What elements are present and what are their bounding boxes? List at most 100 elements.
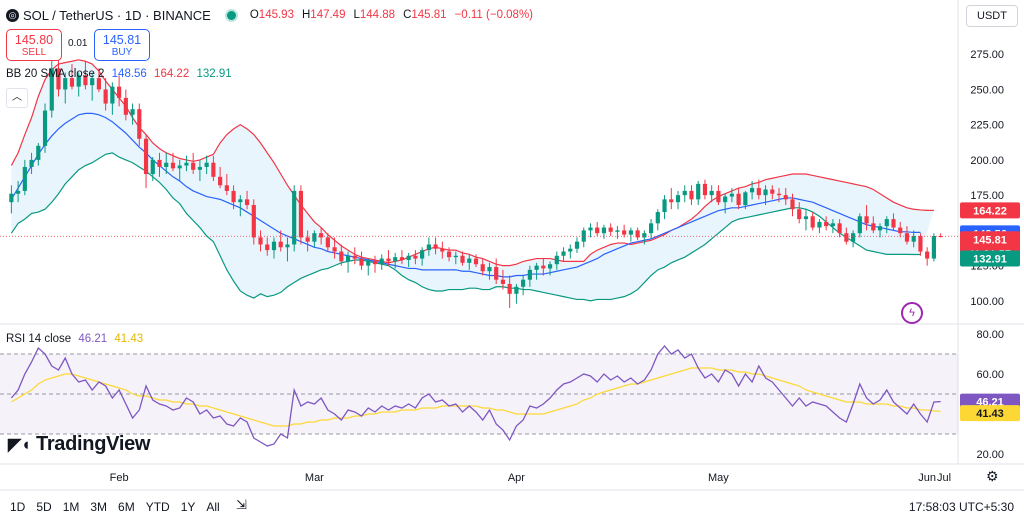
candle-body (810, 216, 815, 228)
buy-price: 145.81 (102, 32, 142, 47)
candle-body (736, 193, 741, 206)
rsi-tick-label: 20.00 (976, 449, 1004, 461)
candle-body (90, 78, 95, 86)
candle-body (561, 251, 566, 256)
gear-icon[interactable]: ⚙ (986, 468, 999, 484)
candle-body (420, 250, 425, 259)
candle-body (851, 233, 856, 242)
timeframe-1d[interactable]: 1D (10, 500, 26, 514)
candle-body (467, 258, 472, 263)
timeframe-all[interactable]: All (206, 500, 220, 514)
chart-header: ◎ SOL / TetherUS · 1D · BINANCE O145.93 … (6, 6, 541, 24)
timeframe-5d[interactable]: 5D (36, 500, 52, 514)
timeframe-1y[interactable]: 1Y (180, 500, 196, 514)
bb-basis-value: 148.56 (111, 68, 147, 80)
candle-body (446, 251, 452, 258)
candle-body (749, 188, 755, 193)
close-value: 145.81 (411, 9, 447, 21)
candle-body (244, 199, 250, 206)
last-price-badge-text: 145.81 (973, 234, 1007, 246)
high-value: 147.49 (310, 9, 346, 21)
ohlc-high: H147.49 (302, 9, 346, 21)
candle-body (918, 236, 923, 252)
sell-price: 145.80 (14, 32, 54, 47)
timeframe-6m[interactable]: 6M (118, 500, 135, 514)
clock[interactable]: 17:58:03 UTC+5:30 (908, 500, 1014, 514)
candle-body (218, 176, 223, 186)
candle-body (675, 195, 681, 203)
candle-body (931, 236, 936, 259)
candle-body (682, 190, 687, 196)
timeframe-1m[interactable]: 1M (62, 500, 80, 514)
collapse-legend-button[interactable]: ︿ (6, 88, 28, 108)
price-tick-label: 100.00 (970, 296, 1004, 308)
candle-body (494, 267, 499, 280)
candle-body (231, 190, 236, 203)
candle-body (534, 265, 539, 270)
candle-body (568, 248, 573, 252)
candle-body (460, 255, 465, 263)
candle-body (817, 221, 822, 228)
time-tick-label: Jul (937, 472, 951, 484)
candle-body (898, 227, 903, 234)
symbol-title[interactable]: SOL / TetherUS · 1D · BINANCE (23, 7, 211, 23)
candle-body (29, 159, 34, 167)
candle-body (433, 244, 438, 249)
candle-body (36, 145, 41, 160)
candle-body (9, 193, 14, 203)
currency-selector[interactable]: USDT (966, 5, 1018, 27)
candle-body (837, 223, 842, 234)
time-tick-label: May (708, 472, 729, 484)
timeframe-3m[interactable]: 3M (90, 500, 108, 514)
rsi-pane (0, 344, 958, 447)
timeframe-ytd[interactable]: YTD (145, 500, 170, 514)
candle-body (143, 138, 149, 174)
candle-body (332, 247, 337, 252)
bb-legend-name: BB 20 SMA close 2 (6, 68, 105, 80)
candle-body (925, 251, 930, 259)
candle-body (258, 237, 263, 245)
buy-button[interactable]: 145.81 BUY (94, 29, 150, 61)
rsi-tick-label: 60.00 (976, 369, 1004, 381)
candle-body (170, 162, 176, 169)
candle-body (137, 109, 142, 139)
candle-body (393, 257, 398, 262)
candle-body (574, 241, 580, 249)
bb-band-fill (11, 59, 934, 301)
candle-body (265, 244, 270, 251)
candle-body (278, 241, 283, 248)
candle-body (359, 258, 364, 266)
candle-body (251, 205, 256, 238)
candle-body (96, 78, 101, 90)
candle-body (689, 190, 694, 200)
bb-legend[interactable]: BB 20 SMA close 2 148.56 164.22 132.91 (6, 68, 232, 80)
candle-body (352, 255, 357, 259)
candle-body (662, 199, 667, 213)
candle-body (776, 193, 782, 196)
candle-body (83, 75, 88, 86)
time-tick-label: Apr (508, 472, 525, 484)
calendar-range-icon[interactable]: ⇲ (236, 497, 247, 512)
candle-body (844, 233, 849, 242)
candle-body (224, 185, 229, 191)
candle-body (191, 162, 196, 170)
rsi-ma-legend-value: 41.43 (114, 333, 144, 345)
open-value: 145.93 (258, 9, 294, 21)
candle-body (696, 183, 701, 200)
lightning-icon[interactable]: ϟ (901, 302, 923, 324)
bb-basis-line (10, 112, 921, 278)
candle-body (440, 248, 445, 252)
rsi-legend-value: 46.21 (78, 333, 108, 345)
tv-brand-text: TradingView (36, 433, 151, 455)
change-value: −0.11 (−0.08%) (454, 9, 534, 21)
candle-body (63, 78, 68, 90)
candle-body (49, 68, 54, 111)
candle-body (891, 219, 896, 228)
candle-body (204, 162, 209, 167)
ohlc-close: C145.81 (403, 9, 447, 21)
sell-button[interactable]: 145.80 SELL (6, 29, 62, 61)
candle-body (790, 199, 795, 210)
time-tick-label: Jun (918, 472, 936, 484)
rsi-legend[interactable]: RSI 14 close 46.21 41.43 (6, 333, 143, 345)
